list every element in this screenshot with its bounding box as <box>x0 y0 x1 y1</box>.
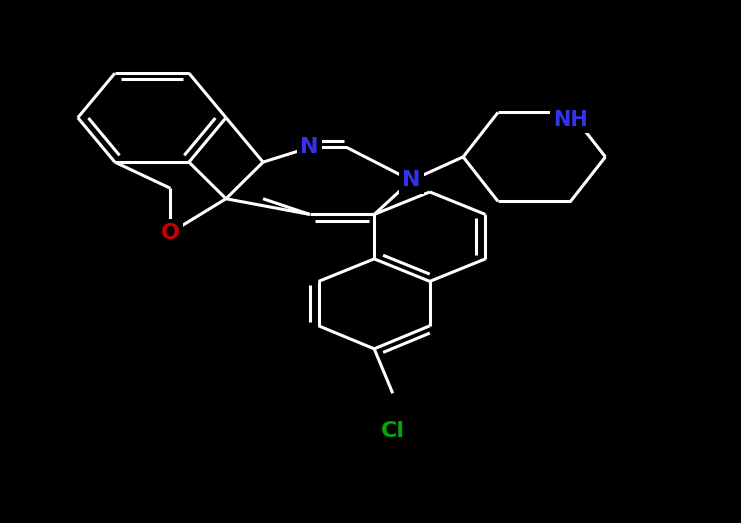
Text: NH: NH <box>554 110 588 130</box>
Text: Cl: Cl <box>381 422 405 441</box>
Text: N: N <box>301 138 319 157</box>
Text: O: O <box>161 223 180 243</box>
Text: N: N <box>402 170 420 190</box>
